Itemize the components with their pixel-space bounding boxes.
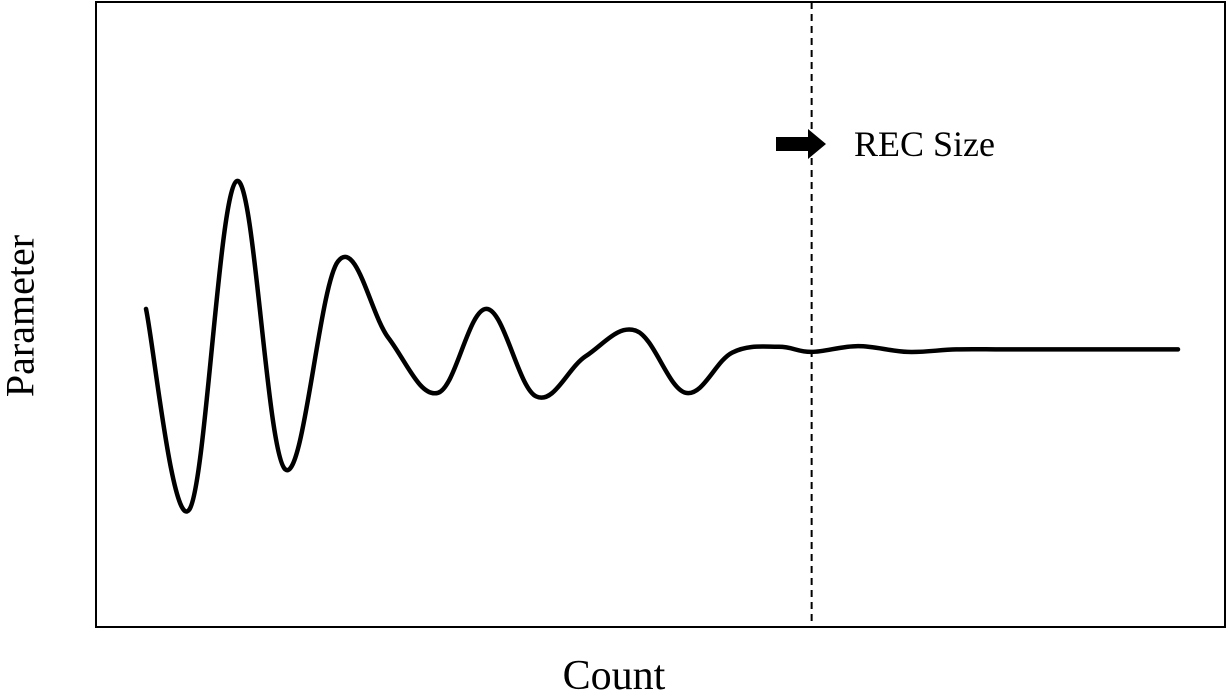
data-point	[336, 259, 340, 263]
data-point	[906, 350, 910, 354]
data-points	[144, 179, 1180, 512]
y-axis-label: Parameter	[0, 234, 43, 398]
data-point	[1001, 347, 1005, 351]
data-point	[1104, 347, 1108, 351]
data-point	[1176, 347, 1180, 351]
plot-frame	[95, 1, 1226, 628]
data-point	[187, 508, 191, 512]
data-point	[584, 354, 588, 358]
data-point	[387, 336, 391, 340]
x-axis-label: Count	[562, 653, 666, 699]
data-point	[485, 307, 489, 311]
data-point	[856, 344, 860, 348]
data-point	[684, 391, 688, 395]
right-arrow-icon	[776, 129, 826, 159]
data-point	[1052, 347, 1056, 351]
data-point	[534, 394, 538, 398]
data-point	[235, 179, 239, 183]
series-line	[143, 178, 1181, 514]
rec-size-annotation: REC Size	[776, 122, 995, 166]
data-point	[144, 307, 148, 311]
data-point	[777, 345, 781, 349]
data-point	[810, 350, 814, 354]
rec-size-label: REC Size	[854, 124, 995, 164]
data-point	[954, 347, 958, 351]
data-point	[283, 467, 287, 471]
data-point	[436, 391, 440, 395]
data-point	[634, 329, 638, 333]
data-point	[730, 351, 734, 355]
